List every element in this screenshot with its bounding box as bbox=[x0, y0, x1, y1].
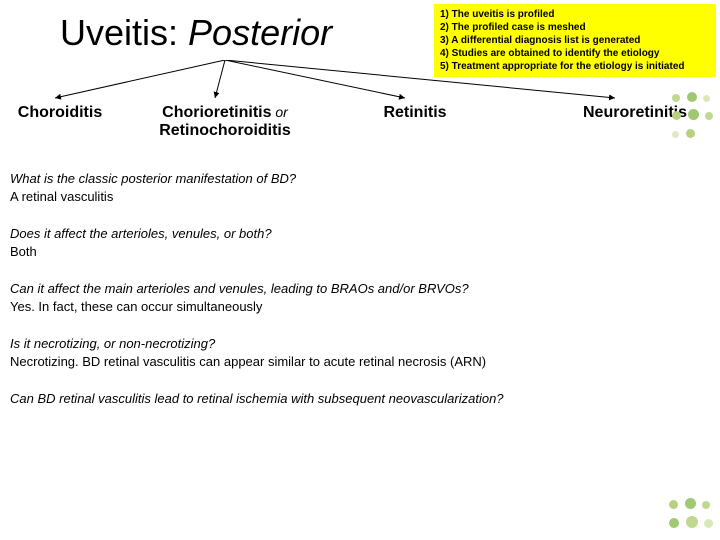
qa-5: Can BD retinal vasculitis lead to retina… bbox=[10, 390, 504, 408]
qa-1: What is the classic posterior manifestat… bbox=[10, 170, 296, 205]
qa-2: Does it affect the arterioles, venules, … bbox=[10, 225, 272, 260]
step-1: 1) The uveitis is profiled bbox=[440, 8, 710, 21]
qa-4: Is it necrotizing, or non-necrotizing? N… bbox=[10, 335, 486, 370]
title-plain: Uveitis: bbox=[60, 12, 188, 53]
qa-3: Can it affect the main arterioles and ve… bbox=[10, 280, 469, 315]
sub-chorioretinitis: Chorioretinitis or Retinochoroiditis bbox=[140, 104, 310, 140]
corner-dots-bottom bbox=[668, 497, 714, 534]
step-3: 3) A differential diagnosis list is gene… bbox=[440, 34, 710, 47]
corner-dots-top bbox=[671, 90, 714, 144]
sub-choroiditis: Choroiditis bbox=[5, 104, 115, 122]
sub-retinitis: Retinitis bbox=[370, 104, 460, 122]
step-2: 2) The profiled case is meshed bbox=[440, 21, 710, 34]
slide-title: Uveitis: Posterior bbox=[60, 12, 332, 54]
branch-lines bbox=[0, 60, 720, 105]
step-4: 4) Studies are obtained to identify the … bbox=[440, 47, 710, 60]
title-italic: Posterior bbox=[188, 12, 332, 53]
